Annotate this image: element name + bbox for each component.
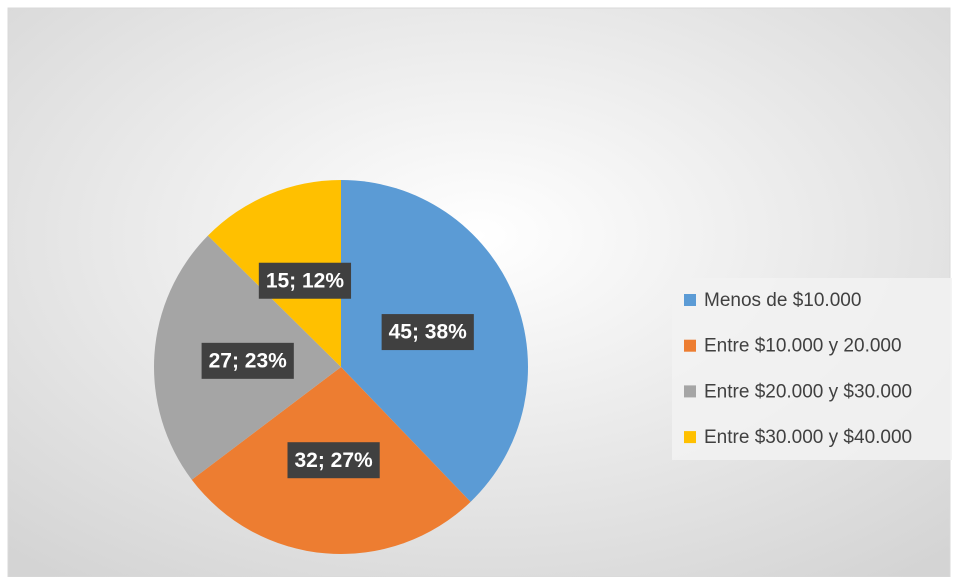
legend-swatch (684, 385, 696, 398)
legend-label: Entre $30.000 y $40.000 (704, 427, 912, 448)
legend-label: Menos de $10.000 (704, 290, 861, 311)
data-label-box (201, 342, 294, 379)
data-label: 45; 38% (389, 321, 468, 344)
data-label: 15; 12% (266, 269, 345, 292)
data-label: 32; 27% (294, 449, 373, 472)
legend-swatch (684, 431, 696, 444)
legend-box (672, 278, 952, 460)
legend-label: Entre $20.000 y $30.000 (704, 381, 912, 402)
data-label-box (381, 314, 474, 351)
data-label-box (287, 442, 380, 479)
legend-label: Entre $10.000 y 20.000 (704, 336, 902, 357)
legend-swatch (684, 339, 696, 352)
legend-swatch (684, 294, 696, 306)
data-label: 27; 23% (209, 349, 288, 372)
data-label-box (258, 262, 352, 299)
